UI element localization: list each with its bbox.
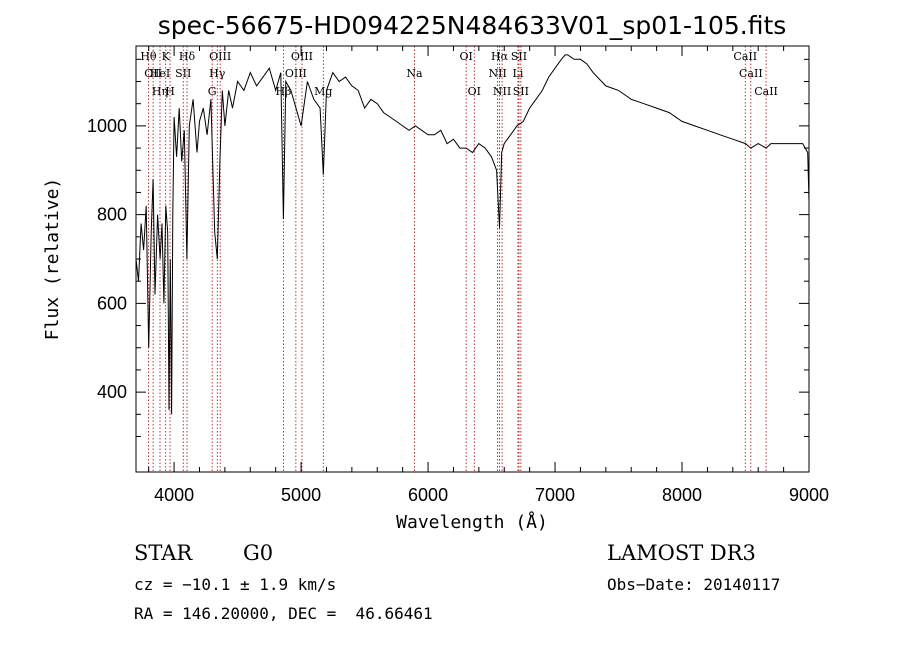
line-label: Li — [513, 67, 524, 80]
line-label: SII — [175, 67, 191, 80]
line-label: Hθ — [140, 50, 157, 63]
line-label: NII — [488, 67, 506, 80]
x-tick-label: 5000 — [281, 485, 321, 505]
object-subclass: G0 — [243, 541, 274, 565]
chart-title: spec-56675-HD094225N484633V01_sp01-105.f… — [158, 11, 787, 40]
line-label: CaII — [739, 67, 763, 80]
y-axis-label: Flux (relative) — [42, 178, 63, 341]
spectral-line-markers — [148, 46, 767, 472]
line-label: SII — [513, 85, 529, 98]
line-label: HeI — [150, 67, 170, 80]
x-tick-label: 9000 — [789, 485, 829, 505]
line-label: CaII — [754, 85, 778, 98]
x-axis-label: Wavelength (Å) — [396, 511, 548, 533]
line-label: Hγ — [209, 67, 226, 80]
line-label: OIII — [291, 50, 313, 63]
line-label: G — [208, 85, 217, 98]
line-label: Na — [406, 67, 423, 80]
line-label: OI — [459, 50, 472, 63]
obs-date-text: Obs−Date: 20140117 — [607, 575, 781, 594]
line-label: OIII — [209, 50, 231, 63]
y-tick-label: 1000 — [87, 116, 127, 136]
line-label: Mg — [314, 85, 332, 98]
line-label: SII — [511, 50, 527, 63]
coordinates-text: RA = 146.20000, DEC = 46.66461 — [134, 604, 433, 623]
object-class: STAR — [134, 541, 193, 565]
x-tick-label: 6000 — [408, 485, 448, 505]
x-axis-ticks: 4000 5000 6000 7000 8000 9000 — [148, 46, 829, 505]
survey-name: LAMOST DR3 — [607, 541, 756, 565]
line-label: CaII — [733, 50, 757, 63]
line-label: Hδ — [179, 50, 196, 63]
y-tick-label: 400 — [97, 382, 127, 402]
line-label: Hβ — [275, 85, 291, 98]
redshift-text: cz = −10.1 ± 1.9 km/s — [134, 575, 337, 594]
plot-frame — [135, 45, 810, 473]
spectral-line-labels: HθOIIHeIHηKHSIIHδGHγOIIIHβOIIIOIIIMgNaOI… — [140, 50, 778, 98]
line-label: OI — [468, 85, 481, 98]
line-label: Hα — [491, 50, 509, 63]
flux-series-line — [135, 54, 810, 415]
line-label: Hη — [152, 85, 168, 98]
line-label: OII — [144, 67, 162, 80]
x-tick-label: 4000 — [154, 485, 194, 505]
line-label: H — [165, 85, 175, 98]
x-tick-label: 8000 — [662, 485, 702, 505]
line-label: NII — [493, 85, 511, 98]
line-label: K — [162, 50, 171, 63]
line-label: OIII — [285, 67, 307, 80]
y-axis-ticks: 400 600 800 1000 — [87, 58, 809, 437]
y-tick-label: 800 — [97, 205, 127, 225]
y-tick-label: 600 — [97, 293, 127, 313]
x-tick-label: 7000 — [535, 485, 575, 505]
